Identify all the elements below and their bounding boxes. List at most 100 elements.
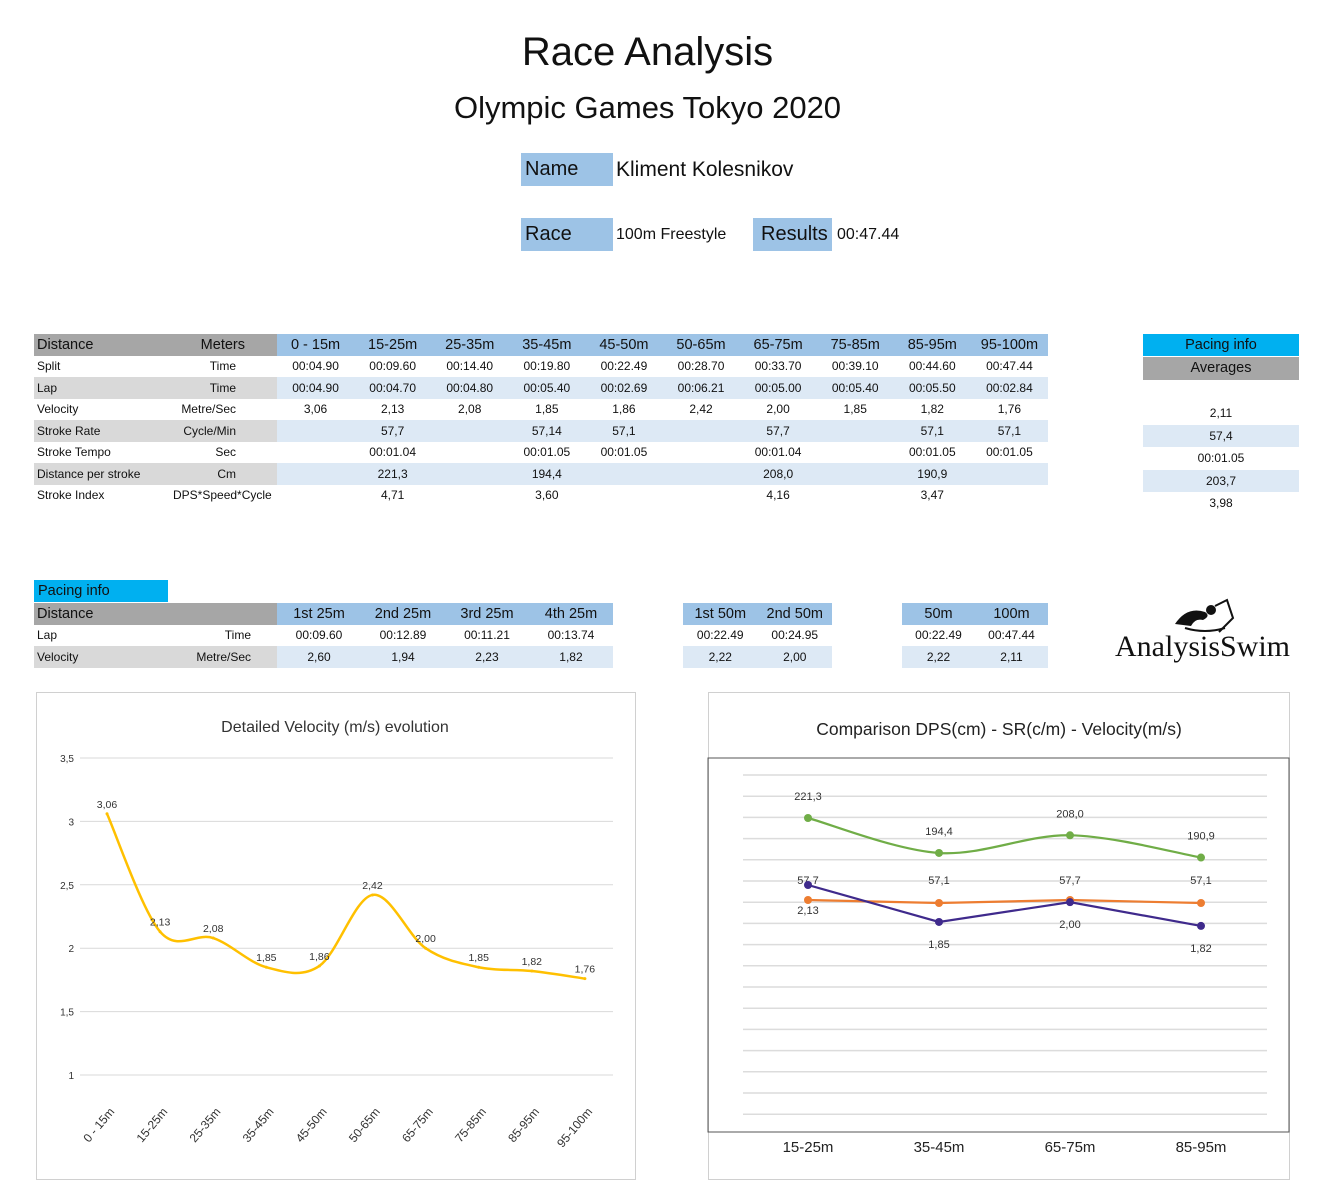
data-label: 57,7 <box>1059 875 1080 887</box>
column-header: 0 - 15m <box>277 334 355 356</box>
averages-title: Pacing info <box>1143 334 1299 356</box>
data-point <box>530 969 534 973</box>
data-label: 208,0 <box>1056 808 1084 820</box>
row-label: Stroke Index <box>37 488 105 503</box>
table-cell: 2,23 <box>444 646 529 668</box>
x-tick-label: 0 - 15m <box>80 1105 117 1145</box>
table-cell <box>662 420 740 442</box>
table-row: Stroke Index DPS*Speed*Cycle 4,71 3,60 4,16 3… <box>34 485 1048 507</box>
x-tick-label: 35-45m <box>914 1139 965 1156</box>
column-header: 1st 50m <box>683 603 758 625</box>
average-value: 2,11 <box>1209 406 1233 420</box>
data-label: 221,3 <box>794 791 822 803</box>
table-row: Lap Time 00:04.90 00:04.70 00:04.80 00:05.40 0… <box>34 377 1048 399</box>
data-point <box>105 812 109 816</box>
x-tick-label: 50-65m <box>346 1105 383 1145</box>
table-cell: 00:28.70 <box>677 359 725 374</box>
table-cell: 00:01.04 <box>369 445 416 460</box>
table-cell <box>277 463 355 485</box>
velocity-chart-panel <box>36 692 636 1180</box>
data-label: 2,08 <box>203 923 224 935</box>
table-row: 00:22.49 00:24.95 <box>683 625 832 647</box>
table-row: Stroke Tempo Sec 00:01.04 00:01.05 00:01.05 0… <box>34 442 1048 464</box>
swimmer-icon <box>1175 598 1235 633</box>
table-cell <box>585 463 663 485</box>
dps-line <box>807 816 1202 859</box>
data-point <box>1066 831 1074 840</box>
table-row: Split Time 00:04.90 00:09.60 00:14.40 00:19.8… <box>34 356 1048 378</box>
data-label: 2,42 <box>362 880 383 892</box>
data-point <box>1066 898 1074 907</box>
table-cell: 57,1 <box>970 420 1048 442</box>
data-point <box>371 893 374 897</box>
y-tick-label: 1 <box>68 1071 74 1082</box>
x-tick-label: 25-35m <box>187 1105 224 1145</box>
table-cell: 57,1 <box>585 420 663 442</box>
table-cell: 00:01.05 <box>523 445 571 460</box>
table-cell: 00:11.21 <box>464 628 510 643</box>
table-cell <box>431 420 509 442</box>
row-unit: Cycle/Min <box>170 420 277 442</box>
y-tick-label: 2 <box>68 944 74 955</box>
table-cell: 00:02.84 <box>970 377 1048 399</box>
page-subtitle: Olympic Games Tokyo 2020 <box>453 90 842 125</box>
name-label: Name <box>521 153 613 186</box>
data-label: 1,82 <box>522 956 543 968</box>
halves-table: 1st 50m 2nd 50m 00:22.49 00:24.95 2,22 2,00 <box>683 603 832 668</box>
table-cell: 2,11 <box>975 646 1048 668</box>
table-cell: 1,76 <box>997 402 1022 417</box>
column-header: 45-50m <box>585 334 663 356</box>
table-cell: 208,0 <box>739 463 817 485</box>
row-label: Split <box>37 359 61 374</box>
column-header: 50-65m <box>662 334 740 356</box>
table-row: 00:22.49 00:47.44 <box>902 625 1048 647</box>
row-label: Stroke Tempo <box>37 445 111 460</box>
data-point <box>1197 853 1205 862</box>
table-cell <box>970 463 1048 485</box>
velocity-line <box>105 813 586 980</box>
table-cell <box>816 420 894 442</box>
table-cell: 00:09.60 <box>369 359 416 374</box>
row-unit: Metre/Sec <box>181 402 236 417</box>
table-row: Velocity Metre/Sec 2,60 1,94 2,23 1,82 <box>34 646 613 668</box>
table-row: 2,22 2,00 <box>683 646 832 668</box>
column-header: 35-45m <box>508 334 586 356</box>
table-row: 2,22 2,11 <box>902 646 1048 668</box>
column-header: 3rd 25m <box>444 603 529 625</box>
table-cell: 57,14 <box>508 420 586 442</box>
column-header: 15-25m <box>354 334 432 356</box>
chart-title: Detailed Velocity (m/s) evolution <box>221 719 449 736</box>
pacing-title: Pacing info <box>34 580 168 602</box>
table-cell: 00:14.40 <box>446 359 494 374</box>
plot-frame <box>707 757 1290 1133</box>
data-label: 190,9 <box>1187 831 1215 843</box>
cumulative-table: 50m 100m 00:22.49 00:47.44 2,22 2,11 <box>902 603 1048 668</box>
table-cell: 00:22.49 <box>915 628 962 643</box>
column-header: 25-35m <box>431 334 509 356</box>
table-row: Distance per stroke Cm 221,3 194,4 208,0 190,… <box>34 463 1048 485</box>
data-label: 2,13 <box>150 917 171 929</box>
results-value: 00:47.44 <box>837 226 900 243</box>
table-cell: 00:19.80 <box>523 359 571 374</box>
race-label: Race <box>521 218 613 251</box>
average-value: 203,7 <box>1143 469 1299 492</box>
row-unit: Sec <box>215 445 236 460</box>
data-label: 3,06 <box>97 799 118 811</box>
data-point <box>935 917 943 926</box>
table-cell: 00:01.04 <box>754 445 802 460</box>
column-header: 95-100m <box>970 334 1048 356</box>
table-row: Lap Time 00:09.60 00:12.89 00:11.21 00:13.74 <box>34 625 613 647</box>
table-cell: 00:04.90 <box>292 359 339 374</box>
row-label: Velocity <box>37 402 79 417</box>
table-cell <box>431 463 509 485</box>
column-header: 75-85m <box>816 334 894 356</box>
table-cell: 1,86 <box>612 402 636 417</box>
average-value: 00:01.05 <box>1197 451 1245 465</box>
table-cell <box>662 463 740 485</box>
table-cell: 2,22 <box>683 646 758 668</box>
column-header: 2nd 25m <box>361 603 445 625</box>
table-cell: 00:47.44 <box>986 359 1033 374</box>
data-point <box>804 881 812 889</box>
